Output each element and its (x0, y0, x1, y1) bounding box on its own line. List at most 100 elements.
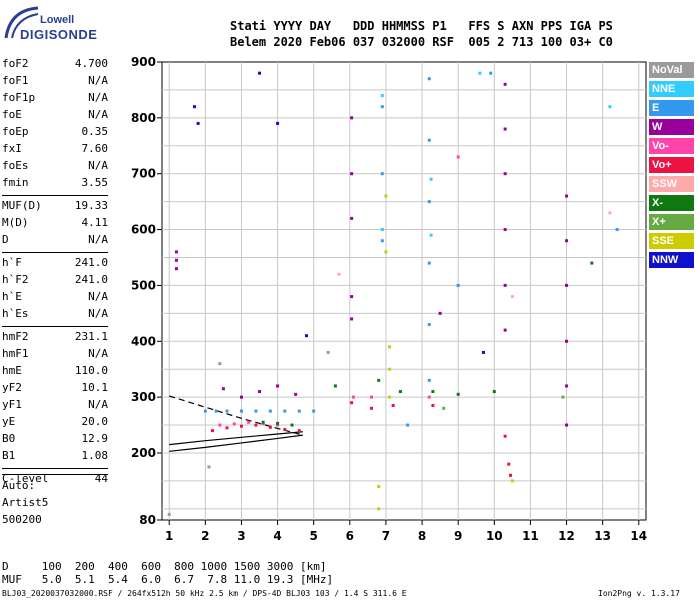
echo-point-w (350, 295, 354, 299)
param-value: N/A (88, 290, 108, 303)
param-separator (2, 195, 108, 196)
footer-version: Ion2Png v. 1.3.17 (598, 589, 680, 598)
echo-point-sse (388, 395, 392, 399)
echo-point-nne (429, 177, 433, 181)
x-tick-label: 8 (418, 529, 426, 543)
echo-point-sse (377, 484, 381, 488)
x-tick-label: 4 (273, 529, 281, 543)
param-name: fmin (2, 176, 29, 189)
echo-point-w (503, 82, 507, 86)
param-name: yE (2, 415, 16, 428)
param-name: foEp (2, 125, 29, 138)
param-name: D (2, 233, 9, 246)
x-tick-label: 9 (454, 529, 462, 543)
echo-point-w (239, 395, 243, 399)
param-name: foF2 (2, 57, 29, 70)
echo-point-nne (380, 228, 384, 232)
x-tick-label: 11 (522, 529, 539, 543)
y-tick-label: 80 (139, 513, 156, 527)
echo-point-e (225, 409, 229, 413)
echo-point-vo- (351, 395, 355, 399)
echo-point-ssw (608, 211, 612, 215)
y-tick-label: 700 (131, 167, 156, 181)
echo-point-ssw (510, 295, 514, 299)
echo-point-nnw (276, 121, 280, 125)
param-name: foF1p (2, 91, 36, 104)
echo-point-e (312, 409, 316, 413)
legend-item: SSE (649, 233, 694, 249)
echo-point-x- (290, 423, 294, 427)
echo-point-nnw (258, 71, 262, 75)
echo-point-w (565, 423, 569, 427)
param-name: M(D) (2, 216, 29, 229)
footer-muf-row: MUF 5.0 5.1 5.4 6.0 6.7 7.8 11.0 19.3 [M… (2, 573, 334, 586)
echo-point-vo- (369, 406, 373, 410)
echo-point-nne (429, 233, 433, 237)
legend-item: NNW (649, 252, 694, 268)
echo-point-w (565, 384, 569, 388)
autoscale-line-1: Auto: (2, 479, 36, 492)
echo-point-w (276, 384, 280, 388)
echo-point-nnw (481, 350, 485, 354)
param-name: C-level (2, 472, 49, 485)
echo-point-vo- (254, 423, 258, 427)
x-tick-label: 3 (237, 529, 245, 543)
y-tick-label: 800 (131, 111, 156, 125)
echo-point-w (221, 387, 225, 391)
echo-point-nne (380, 94, 384, 98)
legend-item: E (649, 100, 694, 116)
echo-point-e (297, 409, 301, 413)
echo-point-sse (388, 345, 392, 349)
echo-point-nne (608, 105, 612, 109)
echo-point-x- (276, 421, 280, 425)
param-value: 10.1 (81, 381, 109, 394)
echo-point-vo- (268, 425, 272, 429)
echo-point-sse (377, 507, 381, 511)
legend-item: Vo- (649, 138, 694, 154)
logo-digisonde: DIGISONDE (20, 27, 98, 42)
param-value: 241.0 (74, 256, 108, 269)
autoscale-line-2: Artist5 (2, 496, 49, 509)
echo-point-w (503, 283, 507, 287)
echo-point-e (380, 172, 384, 176)
param-value: N/A (88, 233, 108, 246)
echo-point-x- (377, 378, 381, 382)
echo-point-w (503, 328, 507, 332)
x-tick-label: 1 (165, 529, 173, 543)
echo-point-e (427, 261, 431, 265)
x-tick-label: 12 (558, 529, 575, 543)
echo-point-vo- (503, 434, 507, 438)
echo-point-e (254, 409, 258, 413)
echo-point-nnw (304, 334, 308, 338)
echo-point-vo- (297, 429, 301, 433)
param-name: hmF2 (2, 330, 29, 343)
echo-point-sse (384, 194, 388, 198)
y-tick-label: 400 (131, 334, 156, 348)
header-line-2: Belem 2020 Feb06 037 032000 RSF 005 2 71… (230, 35, 613, 49)
echo-point-nnw (193, 105, 197, 109)
echo-point-x- (456, 392, 460, 396)
legend-item: W (649, 119, 694, 135)
autoscale-line-3: 500200 (2, 513, 42, 526)
echo-point-e (615, 228, 619, 232)
echo-point-noval (218, 362, 222, 366)
echo-point-vo- (456, 155, 460, 159)
echo-point-noval (207, 465, 211, 469)
param-name: foE (2, 108, 22, 121)
echo-point-vo- (507, 462, 511, 466)
echo-point-w (565, 239, 569, 243)
echo-point-w (258, 390, 262, 394)
y-tick-label: 600 (131, 223, 156, 237)
param-value: N/A (88, 159, 108, 172)
echo-point-x- (261, 420, 265, 424)
echo-point-vo- (225, 426, 229, 430)
echo-point-e (427, 200, 431, 204)
echo-point-x- (333, 384, 337, 388)
echo-point-w (350, 116, 354, 120)
footer-file-info: BLJ03_2020037032000.RSF / 264fx512h 50 k… (2, 589, 407, 598)
echo-point-vo- (431, 404, 435, 407)
echo-point-w (350, 172, 354, 176)
param-name: foEs (2, 159, 29, 172)
echo-point-vo- (509, 473, 513, 477)
echo-point-e (427, 323, 431, 327)
